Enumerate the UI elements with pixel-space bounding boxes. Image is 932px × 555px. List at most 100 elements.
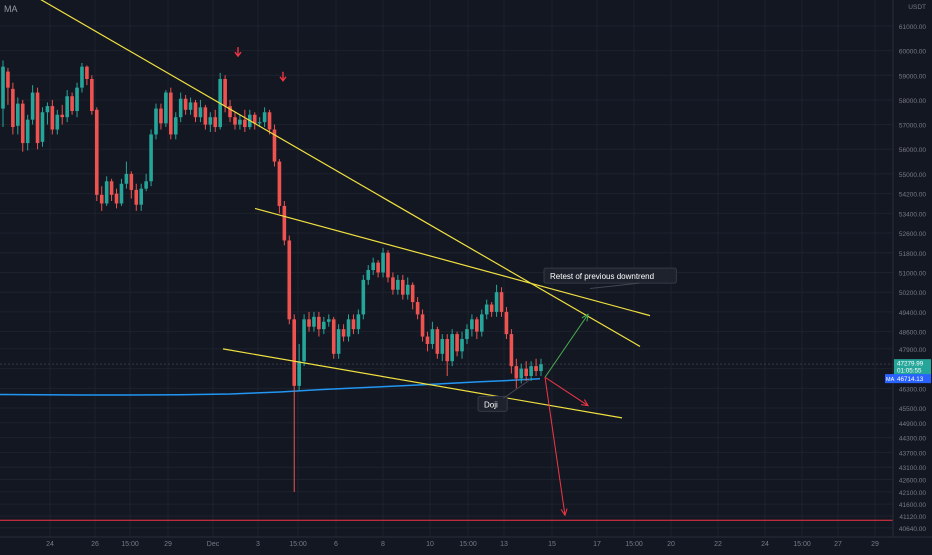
callout[interactable]: Retest of previous downtrend — [543, 267, 677, 289]
candle[interactable] — [391, 272, 395, 295]
candle[interactable] — [499, 287, 504, 317]
candle[interactable] — [70, 92, 74, 115]
candle[interactable] — [514, 358, 519, 389]
candle[interactable] — [159, 103, 163, 130]
candle[interactable] — [489, 302, 494, 317]
candle[interactable] — [465, 324, 469, 344]
down-arrow-1[interactable] — [234, 47, 242, 58]
candle[interactable] — [75, 82, 79, 118]
candle[interactable] — [257, 117, 262, 128]
candle[interactable] — [80, 62, 84, 93]
candle[interactable] — [243, 109, 247, 132]
candle[interactable] — [326, 314, 331, 327]
candle[interactable] — [208, 112, 213, 132]
candle[interactable] — [400, 274, 405, 300]
candle[interactable] — [30, 85, 35, 125]
candle[interactable] — [297, 343, 301, 391]
candle[interactable] — [277, 159, 282, 214]
candle[interactable] — [376, 260, 380, 278]
candle[interactable] — [435, 326, 440, 359]
candle[interactable] — [218, 72, 222, 130]
candle[interactable] — [504, 306, 509, 340]
candle[interactable] — [336, 324, 341, 359]
candle[interactable] — [430, 321, 435, 349]
down-arrow-2[interactable] — [279, 71, 287, 82]
candle[interactable] — [415, 297, 420, 320]
bearish-path-short[interactable] — [544, 376, 589, 407]
candle[interactable] — [356, 309, 361, 335]
candle[interactable] — [193, 99, 198, 123]
candle[interactable] — [11, 82, 15, 135]
candle[interactable] — [104, 176, 109, 206]
candle[interactable] — [386, 250, 390, 283]
candle[interactable] — [420, 309, 425, 342]
candle[interactable] — [114, 188, 119, 209]
candle[interactable] — [40, 107, 45, 147]
moving-average-line[interactable] — [0, 377, 541, 396]
candle[interactable] — [50, 99, 55, 135]
candle[interactable] — [539, 358, 543, 376]
candle[interactable] — [119, 178, 124, 206]
candle[interactable] — [169, 87, 173, 140]
candle[interactable] — [440, 334, 445, 362]
candle[interactable] — [479, 309, 484, 337]
candle[interactable] — [410, 282, 415, 310]
candle[interactable] — [252, 112, 257, 130]
candle[interactable] — [109, 178, 114, 201]
candle[interactable] — [287, 235, 292, 325]
candle[interactable] — [331, 316, 336, 359]
candle[interactable] — [94, 107, 99, 201]
candle[interactable] — [173, 112, 178, 140]
candle[interactable] — [307, 311, 311, 332]
candle[interactable] — [262, 107, 267, 128]
candle[interactable] — [405, 277, 410, 300]
candle[interactable] — [134, 183, 139, 211]
candle[interactable] — [60, 104, 65, 125]
candle[interactable] — [35, 87, 40, 150]
candle[interactable] — [534, 358, 538, 376]
candle[interactable] — [267, 109, 272, 135]
candle[interactable] — [129, 171, 134, 199]
bullish-path[interactable] — [544, 313, 589, 378]
channel-bottom[interactable] — [222, 348, 623, 419]
candle[interactable] — [450, 329, 454, 367]
candle[interactable] — [425, 331, 430, 352]
bearish-path-long[interactable] — [544, 377, 568, 517]
candle[interactable] — [228, 99, 232, 123]
candle[interactable] — [529, 361, 533, 381]
candle[interactable] — [183, 95, 188, 115]
callout[interactable]: Doji — [477, 379, 531, 412]
candle[interactable] — [233, 112, 237, 130]
candle[interactable] — [396, 274, 400, 295]
candle[interactable] — [351, 314, 356, 335]
candle[interactable] — [302, 314, 306, 367]
candle[interactable] — [455, 331, 459, 357]
candle[interactable] — [25, 114, 30, 151]
candle[interactable] — [16, 97, 20, 135]
candle[interactable] — [292, 314, 297, 492]
candle[interactable] — [519, 363, 524, 384]
candle[interactable] — [282, 201, 287, 246]
candle[interactable] — [341, 324, 346, 342]
candle[interactable] — [6, 67, 10, 105]
candle[interactable] — [45, 102, 50, 125]
candle[interactable] — [460, 331, 464, 359]
candle[interactable] — [198, 99, 203, 123]
candle[interactable] — [164, 90, 168, 128]
candle[interactable] — [85, 65, 89, 86]
candle[interactable] — [213, 109, 218, 132]
candle[interactable] — [238, 114, 242, 130]
candle[interactable] — [65, 90, 69, 123]
candle[interactable] — [361, 274, 366, 320]
candle[interactable] — [322, 316, 326, 335]
candle[interactable] — [124, 161, 129, 189]
candle[interactable] — [20, 99, 25, 152]
candle[interactable] — [99, 186, 104, 211]
candle[interactable] — [203, 104, 208, 130]
candle[interactable] — [475, 316, 479, 340]
candle[interactable] — [484, 299, 489, 320]
candle[interactable] — [317, 311, 321, 337]
candle[interactable] — [144, 173, 148, 192]
candle[interactable] — [381, 247, 385, 278]
